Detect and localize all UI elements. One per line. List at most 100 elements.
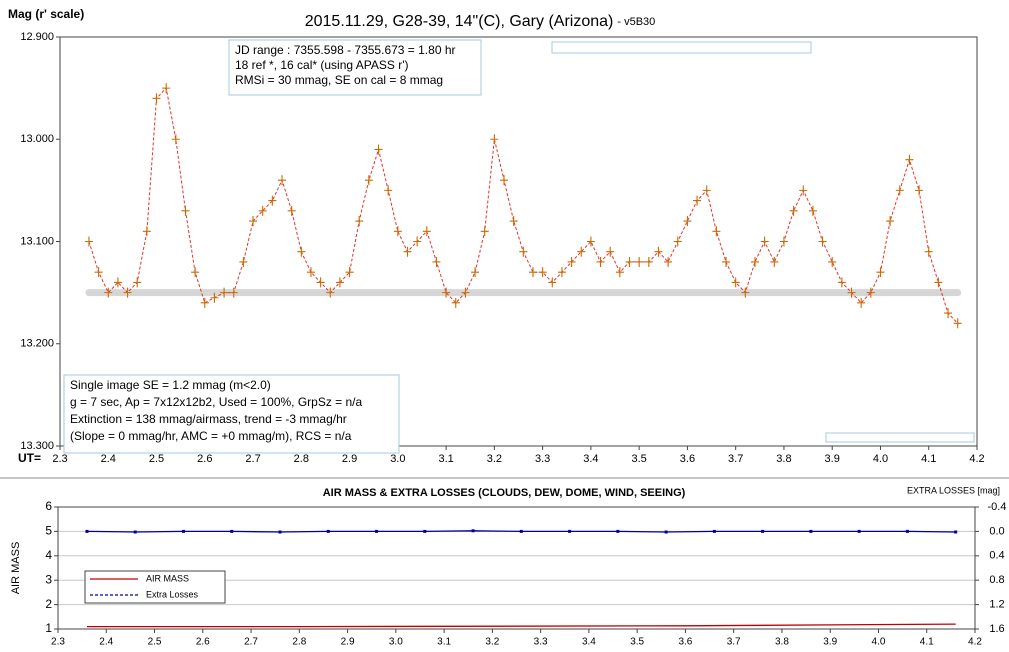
x-tick-label: 3.7 (728, 453, 743, 465)
data-point (297, 246, 306, 257)
legend-box (84, 570, 226, 604)
x-tick-label: 2.5 (148, 637, 162, 648)
x-tick-label: 3.5 (630, 637, 644, 648)
data-point (586, 236, 595, 247)
data-point (268, 195, 277, 206)
data-point (471, 529, 475, 533)
y-tick-label: 1 (45, 621, 52, 635)
data-point (84, 236, 93, 247)
data-point (230, 529, 234, 533)
data-point (866, 287, 875, 298)
data-point (306, 267, 315, 278)
data-point (828, 256, 837, 267)
data-point (316, 277, 325, 288)
data-point (142, 226, 151, 237)
data-point (210, 292, 219, 303)
x-tick-label: 2.7 (245, 453, 260, 465)
data-point (548, 277, 557, 288)
annotation-text: (Slope = 0 mmag/hr, AMC = +0 mmag/m), RC… (70, 429, 352, 443)
x-tick-label: 3.9 (823, 637, 837, 648)
data-point (702, 185, 711, 196)
data-point (818, 236, 827, 247)
x-tick-label: 3.0 (389, 637, 403, 648)
data-point (345, 267, 354, 278)
data-point (644, 256, 653, 267)
data-point (538, 267, 547, 278)
x-tick-label: 3.7 (727, 637, 741, 648)
data-point (731, 277, 740, 288)
data-point (915, 185, 924, 196)
annotation-text: RMSi = 30 mmag, SE on cal = 8 mmag (235, 73, 443, 87)
data-point (171, 134, 180, 145)
x-tick-label: 3.4 (583, 453, 598, 465)
data-point (181, 529, 185, 533)
x-tick-label: 3.8 (776, 453, 791, 465)
data-point (384, 185, 393, 196)
data-point (432, 256, 441, 267)
y2-tick-label: 0.4 (989, 550, 1004, 562)
data-point (133, 277, 142, 288)
x-tick-label: 4.1 (920, 637, 934, 648)
data-point (712, 529, 716, 533)
y-tick-label: 3 (45, 572, 52, 586)
x-tick-label: 4.2 (969, 453, 984, 465)
data-point (451, 297, 460, 308)
data-point (500, 175, 509, 186)
data-point (239, 256, 248, 267)
data-point (375, 529, 379, 533)
y-tick-label: 6 (45, 499, 52, 513)
data-point (557, 267, 566, 278)
x-tick-label: 2.8 (292, 637, 306, 648)
x-tick-label: 3.0 (390, 453, 405, 465)
y2-tick-label: 1.2 (989, 599, 1004, 611)
y-tick-label: 2 (45, 597, 52, 611)
data-point (799, 185, 808, 196)
data-point (490, 134, 499, 145)
x-tick-label: 2.6 (196, 637, 210, 648)
x-tick-label: 3.5 (632, 453, 647, 465)
data-point (750, 256, 759, 267)
x-tick-label: 3.1 (438, 453, 453, 465)
data-point (181, 205, 190, 216)
data-point (683, 216, 692, 227)
data-point (635, 256, 644, 267)
y-tick-label: 5 (45, 524, 52, 538)
data-point (326, 287, 335, 298)
annotation-text: Single image SE = 1.2 mmag (m<2.0) (70, 378, 271, 392)
data-point (895, 185, 904, 196)
data-point (278, 175, 287, 186)
empty-box (551, 41, 812, 54)
x-tick-label: 2.4 (101, 453, 116, 465)
data-point (944, 308, 953, 319)
x-tick-label: 2.9 (342, 453, 357, 465)
data-point (770, 256, 779, 267)
data-point (567, 256, 576, 267)
data-point (220, 287, 229, 298)
data-point (258, 205, 267, 216)
y-tick-label: 13.300 (20, 440, 54, 452)
data-point (808, 205, 817, 216)
data-point (326, 529, 330, 533)
data-point (924, 246, 933, 257)
annotation-text: 18 ref *, 16 cal* (using APASS r') (235, 58, 408, 72)
annotation-text: g = 7 sec, Ap = 7x12x12b2, Used = 100%, … (70, 395, 363, 409)
data-point (442, 287, 451, 298)
title-version: - v5B30 (617, 16, 655, 28)
annotation-box (63, 374, 400, 454)
title-main: 2015.11.29, G28-39, 14"(C), Gary (Arizon… (305, 13, 614, 30)
x-tick-label: 3.2 (487, 453, 502, 465)
data-point (355, 216, 364, 227)
x-tick-label: 3.9 (825, 453, 840, 465)
data-point (335, 277, 344, 288)
data-point (905, 154, 914, 165)
data-point (606, 246, 615, 257)
data-point (741, 287, 750, 298)
data-point (789, 205, 798, 216)
data-point (364, 175, 373, 186)
x-axis-label: UT= (18, 451, 41, 465)
y-tick-label: 4 (45, 548, 52, 562)
data-point (403, 246, 412, 257)
data-point (200, 297, 209, 308)
data-point (422, 226, 431, 237)
